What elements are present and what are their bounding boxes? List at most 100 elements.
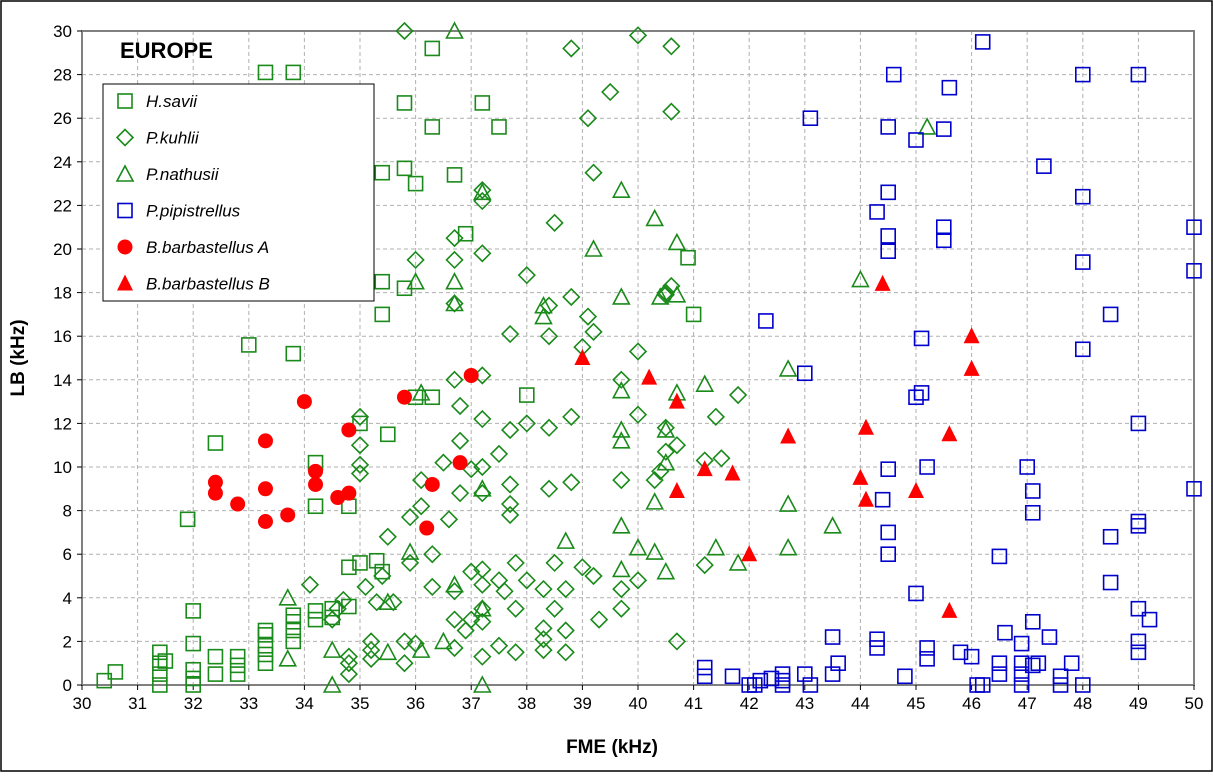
data-point — [724, 464, 741, 481]
data-point — [378, 527, 397, 546]
data-point — [473, 191, 492, 211]
data-point — [562, 473, 581, 492]
data-point — [695, 555, 714, 575]
data-point — [378, 592, 398, 610]
data-point — [352, 555, 368, 571]
legend-label: P.pipistrellus — [146, 202, 241, 221]
data-point — [407, 175, 424, 192]
data-point — [350, 436, 370, 455]
data-point — [185, 603, 201, 619]
data-point — [997, 624, 1013, 641]
data-point — [796, 365, 813, 382]
data-point — [913, 330, 930, 347]
data-point — [534, 640, 553, 660]
legend-marker — [117, 93, 133, 109]
data-point — [207, 666, 224, 682]
data-point — [1013, 655, 1030, 672]
data-point — [400, 508, 420, 527]
data-point — [356, 577, 375, 597]
data-point — [874, 491, 891, 508]
data-point — [628, 342, 648, 361]
data-point — [424, 119, 441, 135]
data-point — [257, 655, 274, 672]
data-point — [908, 389, 924, 406]
data-point — [1063, 655, 1080, 672]
data-point — [462, 562, 481, 581]
legend-item: P.kuhlii — [115, 128, 200, 148]
data-point — [367, 593, 386, 612]
data-point — [880, 243, 897, 259]
data-point — [434, 453, 453, 472]
data-point — [424, 476, 440, 492]
data-point — [185, 670, 201, 687]
data-point — [1030, 655, 1047, 672]
y-tick-label: 8 — [63, 502, 72, 521]
data-point — [1052, 677, 1069, 693]
data-point — [880, 228, 897, 244]
data-point — [474, 95, 491, 111]
data-point — [341, 422, 357, 438]
data-point — [641, 368, 658, 385]
data-point — [1130, 66, 1147, 83]
data-point — [628, 405, 648, 424]
data-point — [1186, 262, 1202, 279]
legend-marker — [117, 274, 133, 291]
data-point — [1130, 644, 1147, 661]
data-point — [334, 590, 353, 610]
data-point — [423, 545, 442, 564]
data-point — [257, 514, 273, 529]
y-tick-label: 6 — [63, 545, 72, 564]
data-point — [157, 653, 174, 669]
data-point — [611, 420, 631, 438]
x-tick-label: 42 — [740, 694, 759, 713]
data-point — [285, 607, 302, 624]
data-point — [935, 219, 952, 235]
x-tick-label: 35 — [351, 694, 370, 713]
legend-item: H.savii — [117, 92, 198, 111]
data-point — [706, 407, 725, 426]
data-point — [373, 566, 392, 586]
data-point — [361, 632, 381, 651]
data-point — [452, 455, 468, 471]
data-point — [612, 599, 631, 618]
data-point — [445, 228, 464, 248]
y-tick-label: 26 — [53, 109, 72, 128]
data-point — [339, 664, 359, 684]
data-point — [341, 559, 357, 576]
data-point — [107, 664, 124, 680]
data-point — [450, 484, 470, 503]
data-point — [473, 457, 492, 477]
data-point — [1102, 528, 1119, 545]
data-point — [285, 345, 302, 362]
data-point — [780, 427, 797, 444]
data-point — [534, 630, 553, 649]
data-point — [463, 367, 479, 383]
data-point — [308, 463, 324, 479]
data-point — [257, 637, 274, 654]
data-point — [545, 213, 564, 232]
data-point — [667, 632, 687, 651]
legend-marker — [117, 202, 133, 219]
data-point — [378, 642, 398, 661]
data-point — [1024, 504, 1041, 521]
data-point — [257, 622, 274, 639]
data-point — [517, 414, 536, 433]
data-point — [412, 497, 431, 516]
data-point — [601, 82, 620, 102]
data-point — [712, 449, 731, 468]
data-point — [361, 649, 381, 668]
data-point — [257, 646, 274, 663]
data-point — [473, 181, 492, 200]
legend-marker — [115, 128, 135, 147]
data-point — [350, 455, 370, 474]
data-point — [152, 677, 168, 693]
data-point — [207, 648, 224, 665]
x-tick-label: 40 — [629, 694, 648, 713]
data-point — [96, 672, 113, 689]
data-point — [395, 654, 414, 673]
data-point — [395, 21, 414, 41]
data-point — [473, 560, 492, 579]
data-point — [500, 420, 520, 440]
data-point — [500, 505, 520, 525]
data-point — [545, 599, 564, 618]
